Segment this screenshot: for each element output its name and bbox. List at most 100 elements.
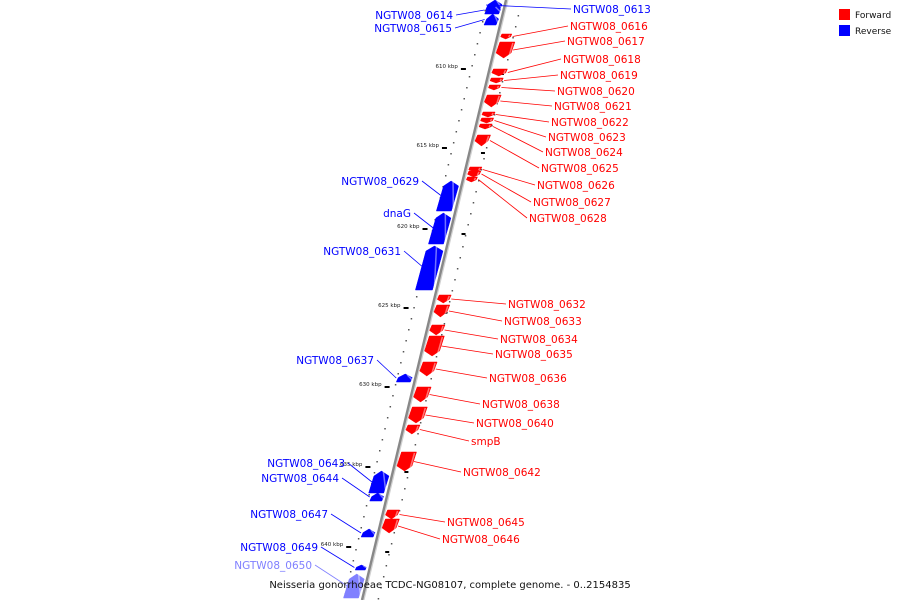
gene-feature-NGTW08_0632[interactable]: [437, 294, 452, 304]
gene-label-NGTW08_0637[interactable]: NGTW08_0637: [296, 355, 374, 367]
minor-tick: [471, 65, 473, 67]
gene-feature-NGTW08_0623[interactable]: [480, 117, 494, 124]
gene-feature-NGTW08_0628[interactable]: [466, 176, 478, 183]
minor-tick: [468, 76, 471, 78]
gene-label-NGTW08_0632[interactable]: NGTW08_0632: [508, 299, 586, 311]
minor-tick: [385, 565, 388, 567]
gene-feature-NGTW08_0633[interactable]: [433, 304, 451, 318]
gene-label-NGTW08_0631[interactable]: NGTW08_0631: [323, 246, 401, 258]
gene-label-NGTW08_0626[interactable]: NGTW08_0626: [537, 180, 615, 192]
gene-feature-NGTW08_0627[interactable]: [467, 170, 482, 178]
gene-leader-line: [413, 212, 435, 229]
gene-feature-NGTW08_0631[interactable]: [415, 245, 444, 291]
gene-leader-line: [419, 429, 470, 442]
gene-feature-NGTW08_0629[interactable]: [436, 180, 459, 212]
gene-label-NGTW08_0642[interactable]: NGTW08_0642: [463, 467, 541, 479]
gene-feature-NGTW08_0642[interactable]: [396, 451, 417, 472]
gene-features: [343, 0, 516, 599]
gene-label-smpB[interactable]: smpB: [471, 436, 501, 448]
gene-feature-NGTW08_0617[interactable]: [495, 41, 516, 59]
gene-leader-line: [347, 462, 373, 483]
gene-label-NGTW08_0614[interactable]: NGTW08_0614: [375, 10, 453, 22]
gene-leader-line: [441, 345, 494, 355]
gene-label-NGTW08_0624[interactable]: NGTW08_0624: [545, 147, 623, 159]
gene-feature-NGTW08_0618[interactable]: [491, 68, 508, 77]
gene-label-NGTW08_0638[interactable]: NGTW08_0638: [482, 399, 560, 411]
gene-highlight: [420, 407, 427, 422]
minor-tick: [402, 351, 405, 353]
minor-tick: [454, 279, 456, 281]
gene-label-NGTW08_0627[interactable]: NGTW08_0627: [533, 197, 611, 209]
gene-label-NGTW08_0620[interactable]: NGTW08_0620: [557, 86, 635, 98]
gene-feature-NGTW08_0619[interactable]: [489, 77, 504, 84]
gene-feature-NGTW08_0620[interactable]: [488, 84, 501, 91]
gene-feature-NGTW08_0621[interactable]: [484, 94, 502, 108]
gene-feature-dnaG[interactable]: [428, 212, 452, 245]
gene-feature-NGTW08_0614[interactable]: [484, 5, 501, 15]
gene-feature-NGTW08_0615[interactable]: [483, 13, 499, 26]
gene-label-NGTW08_0643[interactable]: NGTW08_0643: [267, 458, 345, 470]
gene-label-NGTW08_0615[interactable]: NGTW08_0615: [374, 23, 452, 35]
gene-label-NGTW08_0618[interactable]: NGTW08_0618: [563, 54, 641, 66]
gene-label-NGTW08_0623[interactable]: NGTW08_0623: [548, 132, 626, 144]
gene-label-NGTW08_0617[interactable]: NGTW08_0617: [567, 36, 645, 48]
minor-tick: [460, 109, 463, 111]
major-tick-label: 625 kbp: [378, 303, 401, 309]
gene-label-NGTW08_0649[interactable]: NGTW08_0649: [240, 542, 318, 554]
gene-label-NGTW08_0622[interactable]: NGTW08_0622: [551, 117, 629, 129]
gene-feature-NGTW08_0616[interactable]: [500, 33, 513, 40]
minor-tick: [425, 400, 427, 402]
gene-label-NGTW08_0619[interactable]: NGTW08_0619: [560, 70, 638, 82]
gene-feature-NGTW08_0647[interactable]: [360, 528, 376, 538]
gene-highlight: [382, 471, 387, 492]
gene-label-NGTW08_0635[interactable]: NGTW08_0635: [495, 349, 573, 361]
major-tick-mark: [384, 386, 390, 388]
gene-feature-NGTW08_0634[interactable]: [429, 324, 446, 336]
gene-highlight: [508, 42, 514, 57]
gene-feature-NGTW08_0650[interactable]: [343, 573, 365, 599]
gene-feature-NGTW08_0625[interactable]: [474, 134, 491, 147]
gene-feature-NGTW08_0643[interactable]: [368, 470, 390, 494]
minor-tick: [458, 120, 460, 122]
gene-highlight: [436, 336, 444, 355]
gene-label-NGTW08_0613[interactable]: NGTW08_0613: [573, 4, 651, 16]
gene-label-NGTW08_0634[interactable]: NGTW08_0634: [500, 334, 578, 346]
gene-feature-NGTW08_0624[interactable]: [478, 123, 493, 130]
gene-label-NGTW08_0628[interactable]: NGTW08_0628: [529, 213, 607, 225]
major-tick-mark: [365, 466, 371, 468]
gene-label-NGTW08_0644[interactable]: NGTW08_0644: [261, 473, 339, 485]
gene-label-NGTW08_0616[interactable]: NGTW08_0616: [570, 21, 648, 33]
gene-label-dnaG[interactable]: dnaG: [383, 208, 411, 220]
gene-highlight: [394, 510, 399, 518]
gene-label-NGTW08_0646[interactable]: NGTW08_0646: [442, 534, 520, 546]
gene-feature-NGTW08_0637[interactable]: [396, 373, 413, 383]
gene-feature-NGTW08_0636[interactable]: [419, 361, 438, 377]
gene-label-NGTW08_0650[interactable]: NGTW08_0650: [234, 560, 312, 572]
gene-feature-NGTW08_0640[interactable]: [408, 406, 428, 424]
gene-feature-NGTW08_0644[interactable]: [369, 492, 384, 502]
gene-feature-smpB[interactable]: [405, 424, 421, 435]
gene-leader-line: [425, 414, 475, 424]
minor-tick: [398, 510, 401, 512]
minor-tick: [475, 191, 477, 193]
gene-feature-NGTW08_0646[interactable]: [381, 518, 400, 534]
minor-tick: [501, 81, 504, 83]
gene-feature-NGTW08_0635[interactable]: [424, 335, 445, 357]
gene-feature-NGTW08_0645[interactable]: [385, 509, 400, 520]
gene-label-NGTW08_0636[interactable]: NGTW08_0636: [489, 373, 567, 385]
gene-label-NGTW08_0647[interactable]: NGTW08_0647: [250, 509, 328, 521]
legend: Forward Reverse: [839, 9, 892, 37]
gene-label-NGTW08_0625[interactable]: NGTW08_0625: [541, 163, 619, 175]
gene-highlight: [499, 78, 502, 82]
gene-label-NGTW08_0621[interactable]: NGTW08_0621: [554, 101, 632, 113]
gene-feature-NGTW08_0649[interactable]: [354, 564, 367, 571]
gene-label-NGTW08_0629[interactable]: NGTW08_0629: [341, 176, 419, 188]
gene-label-NGTW08_0645[interactable]: NGTW08_0645: [447, 517, 525, 529]
minor-tick: [406, 477, 409, 479]
gene-feature-NGTW08_0638[interactable]: [413, 386, 432, 403]
gene-label-NGTW08_0633[interactable]: NGTW08_0633: [504, 316, 582, 328]
gene-highlight: [495, 6, 502, 13]
gene-feature-NGTW08_0622[interactable]: [481, 111, 496, 118]
gene-label-NGTW08_0640[interactable]: NGTW08_0640: [476, 418, 554, 430]
gene-leader-line: [397, 525, 441, 540]
